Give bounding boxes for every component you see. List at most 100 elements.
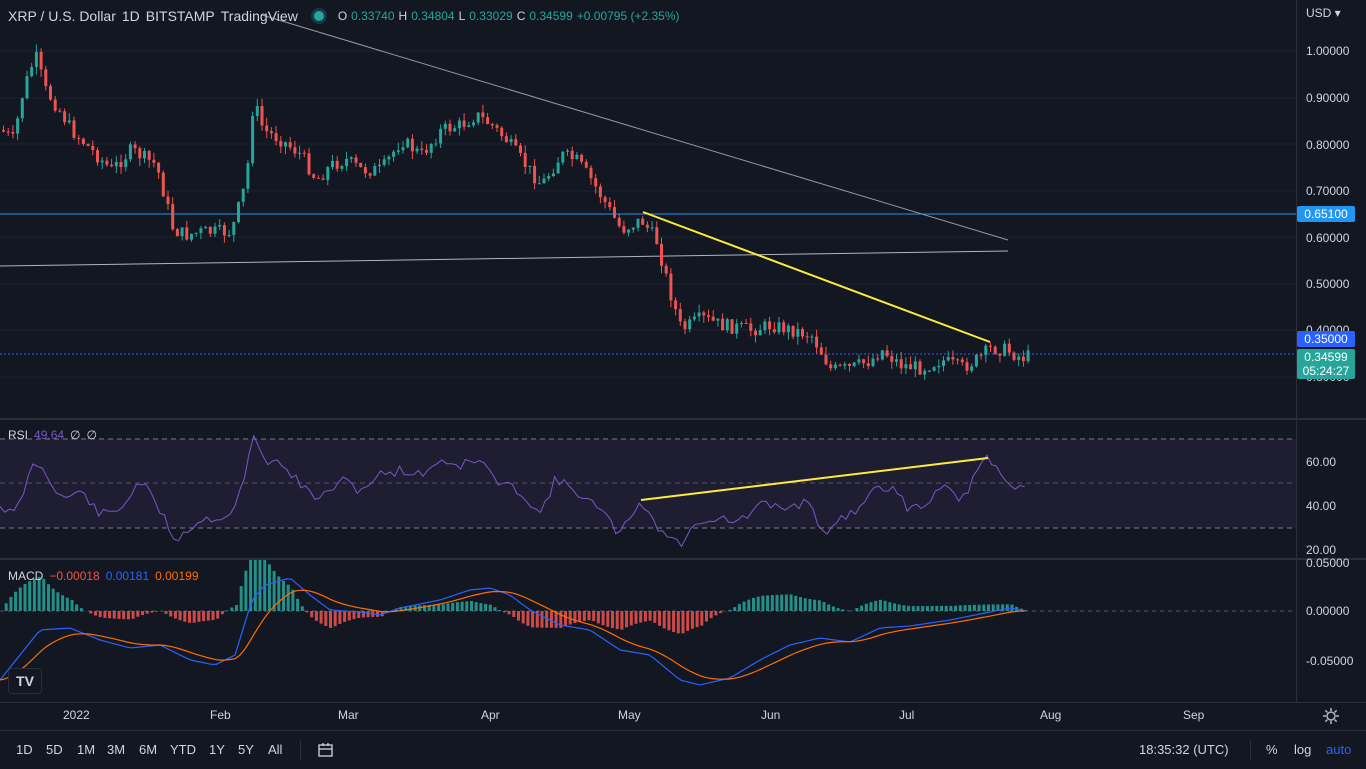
candle <box>792 326 795 337</box>
rsi-chart[interactable] <box>0 420 1296 558</box>
candle <box>505 136 508 142</box>
macd-histogram-bar <box>517 611 520 621</box>
interval[interactable]: 1D <box>122 8 140 24</box>
candle <box>575 155 578 159</box>
candle <box>801 329 804 336</box>
countdown-badge: 05:24:27 <box>1297 363 1355 379</box>
candle <box>496 125 499 128</box>
tradingview-logo[interactable]: TV <box>8 668 42 694</box>
macd-histogram-bar <box>987 605 990 611</box>
macd-histogram-bar <box>696 611 699 627</box>
candle <box>312 174 315 177</box>
candle <box>402 147 405 150</box>
timeframe-ytd[interactable]: YTD <box>170 742 196 757</box>
candle <box>622 226 625 233</box>
candle <box>561 152 564 163</box>
price-axis-label: 0.70000 <box>1306 184 1349 198</box>
candle <box>514 139 517 145</box>
candle <box>176 229 179 236</box>
date-range-icon[interactable] <box>317 741 335 759</box>
candle <box>900 359 903 368</box>
currency-selector[interactable]: USD ▾ <box>1306 6 1341 20</box>
candle <box>261 106 264 125</box>
macd-histogram-bar <box>719 611 722 613</box>
log-toggle[interactable]: log <box>1294 742 1311 757</box>
candle <box>209 227 212 234</box>
candle <box>416 149 419 152</box>
candle <box>778 322 781 332</box>
candle <box>942 360 945 366</box>
candle <box>956 359 959 360</box>
macd-histogram-bar <box>541 611 544 628</box>
utc-clock[interactable]: 18:35:32 (UTC) <box>1139 742 1229 757</box>
timeframe-1d[interactable]: 1D <box>16 742 33 757</box>
macd-histogram-bar <box>47 584 50 611</box>
candle <box>886 350 889 356</box>
candle <box>759 330 762 335</box>
candle <box>731 319 734 334</box>
timeframe-5y[interactable]: 5Y <box>238 742 254 757</box>
macd-histogram-bar <box>818 600 821 611</box>
candle <box>947 357 950 360</box>
symbol-name[interactable]: XRP / U.S. Dollar <box>8 8 116 24</box>
macd-histogram-bar <box>926 606 929 611</box>
macd-histogram-bar <box>893 603 896 611</box>
macd-histogram-bar <box>33 579 36 611</box>
percent-toggle[interactable]: % <box>1266 742 1278 757</box>
macd-histogram-bar <box>616 611 619 629</box>
auto-toggle[interactable]: auto <box>1326 742 1351 757</box>
macd-histogram-bar <box>61 595 64 611</box>
macd-histogram-bar <box>193 611 196 623</box>
candle <box>660 244 663 266</box>
timeframe-all[interactable]: All <box>268 742 282 757</box>
candle <box>679 309 682 321</box>
macd-histogram-bar <box>531 611 534 627</box>
candle <box>580 155 583 162</box>
price-axis-label: 0.80000 <box>1306 138 1349 152</box>
candle <box>810 337 813 338</box>
macd-histogram-bar <box>216 611 219 619</box>
macd-histogram-bar <box>606 611 609 627</box>
macd-histogram-bar <box>611 611 614 628</box>
macd-histogram-bar <box>700 611 703 626</box>
macd-histogram-bar <box>921 606 924 611</box>
macd-histogram-bar <box>733 607 736 611</box>
timeframe-1m[interactable]: 1M <box>77 742 95 757</box>
candle <box>279 141 282 146</box>
macd-histogram-bar <box>677 611 680 633</box>
macd-histogram-bar <box>667 611 670 630</box>
level-badge: 0.65100 <box>1297 206 1355 222</box>
settings-gear-icon[interactable] <box>1322 707 1340 725</box>
timeframe-5d[interactable]: 5D <box>46 742 63 757</box>
candle <box>477 113 480 123</box>
macd-histogram-bar <box>564 611 567 626</box>
macd-histogram-bar <box>588 611 591 620</box>
candle <box>585 162 588 168</box>
macd-histogram-bar <box>771 595 774 611</box>
macd-histogram-bar <box>714 611 717 615</box>
candle <box>82 139 85 144</box>
macd-histogram-bar <box>118 611 121 619</box>
time-axis-label: Sep <box>1183 708 1204 722</box>
timeframe-6m[interactable]: 6M <box>139 742 157 757</box>
candle <box>665 266 668 274</box>
candle <box>237 202 240 222</box>
candle <box>684 321 687 329</box>
candle <box>970 366 973 370</box>
macd-histogram-bar <box>179 611 182 620</box>
macd-histogram-bar <box>136 611 139 617</box>
macd-histogram-bar <box>423 605 426 611</box>
candle <box>702 312 705 315</box>
candle <box>604 197 607 202</box>
macd-histogram-bar <box>122 611 125 619</box>
macd-histogram-bar <box>1006 604 1009 611</box>
price-chart[interactable] <box>0 0 1296 418</box>
candle <box>449 124 452 131</box>
candle <box>138 148 141 158</box>
timeframe-1y[interactable]: 1Y <box>209 742 225 757</box>
candle <box>904 364 907 368</box>
macd-histogram-bar <box>498 610 501 611</box>
macd-histogram-bar <box>620 611 623 630</box>
timeframe-3m[interactable]: 3M <box>107 742 125 757</box>
candle <box>167 197 170 205</box>
